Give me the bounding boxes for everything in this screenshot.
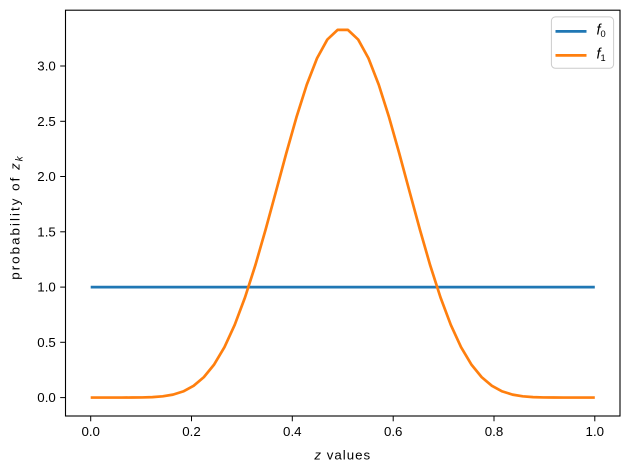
- svg-text:1.5: 1.5: [37, 224, 56, 239]
- svg-text:1.0: 1.0: [586, 424, 605, 439]
- svg-text:2.0: 2.0: [37, 169, 56, 184]
- svg-text:z values: z values: [313, 448, 371, 463]
- svg-text:0.0: 0.0: [81, 424, 100, 439]
- svg-text:0.5: 0.5: [37, 335, 56, 350]
- svg-text:3.0: 3.0: [37, 59, 56, 74]
- svg-text:0.8: 0.8: [485, 424, 504, 439]
- svg-text:0.2: 0.2: [182, 424, 201, 439]
- svg-text:0.0: 0.0: [37, 390, 56, 405]
- svg-text:probability of zk: probability of zk: [8, 154, 26, 280]
- svg-text:1.0: 1.0: [37, 280, 56, 295]
- svg-text:f1: f1: [597, 47, 606, 64]
- svg-text:2.5: 2.5: [37, 114, 56, 129]
- svg-text:0.6: 0.6: [384, 424, 403, 439]
- svg-text:0.4: 0.4: [283, 424, 302, 439]
- svg-text:f0: f0: [597, 23, 606, 40]
